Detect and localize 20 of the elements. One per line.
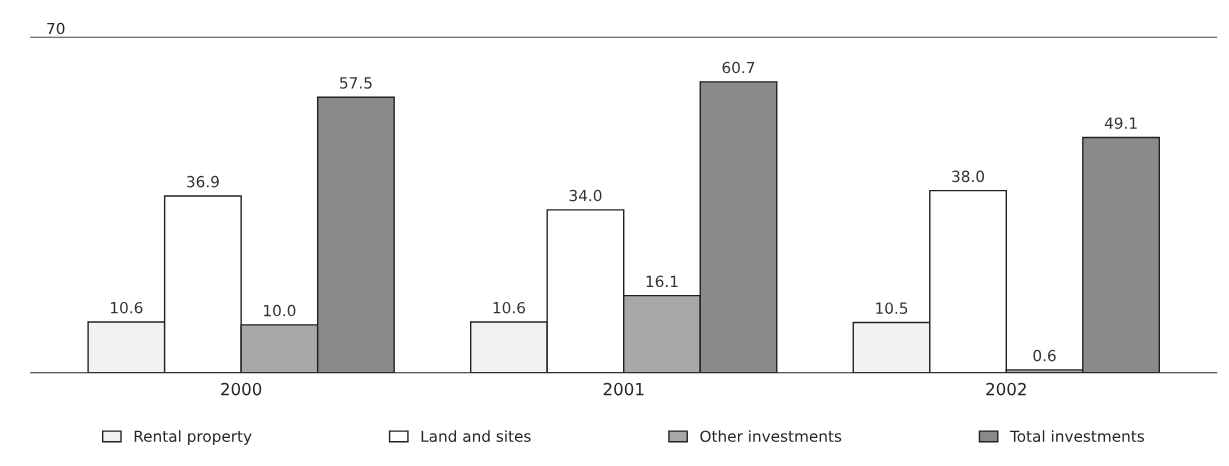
x-tick-label: 2001 [603, 382, 644, 396]
x-tick-label: 2000 [221, 382, 262, 396]
data-label: 10.5 [876, 302, 908, 314]
y-tick-label: 70 [47, 22, 65, 35]
legend-label: Rental property [134, 430, 252, 445]
legend-label: Land and sites [421, 430, 531, 442]
data-label: 10.6 [111, 301, 143, 314]
x-tick-label: 2002 [986, 382, 1026, 396]
data-label: 16.1 [646, 275, 678, 288]
legend-label: Other investments [700, 430, 842, 442]
data-label: 49.1 [1104, 117, 1137, 129]
data-label: 38.0 [952, 170, 985, 183]
data-label: 10.6 [493, 301, 525, 314]
data-label: 10.0 [264, 304, 296, 317]
data-label: 57.5 [340, 77, 372, 89]
data-label: 36.9 [187, 175, 219, 188]
data-label: 0.6 [1033, 349, 1056, 362]
data-label: 34.0 [569, 189, 602, 202]
legend-label: Total investments [1009, 430, 1145, 442]
data-label: 60.7 [722, 61, 755, 74]
